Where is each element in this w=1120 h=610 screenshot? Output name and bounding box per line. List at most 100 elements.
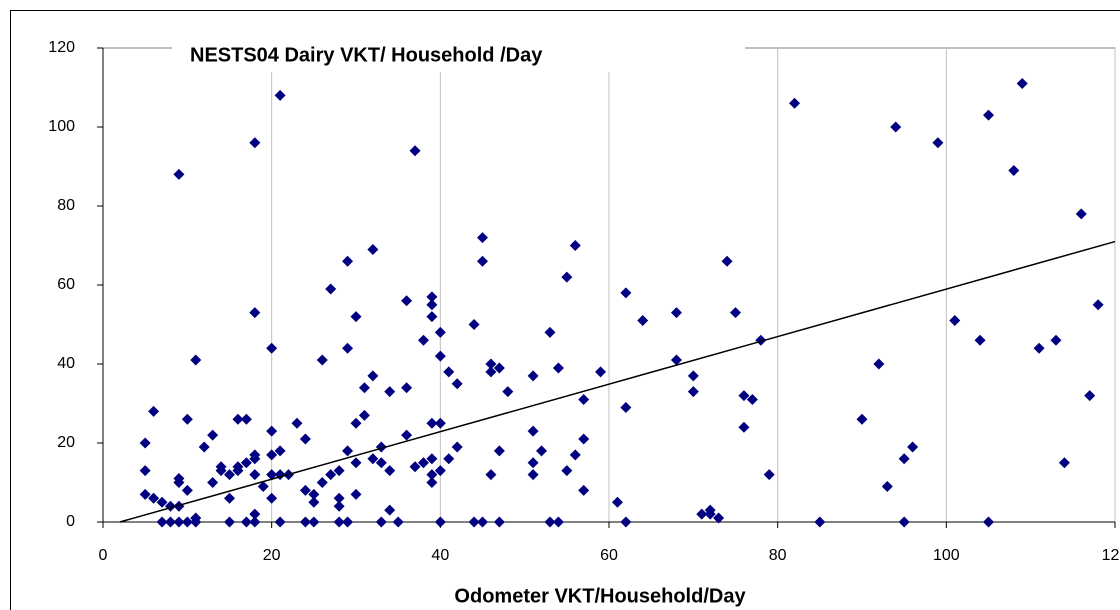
point [240,413,252,425]
point [713,512,725,524]
point [342,445,354,457]
point [375,457,387,469]
x-tick-label: 0 [99,547,108,564]
point [578,484,590,496]
point [299,433,311,445]
point [173,477,185,488]
point [468,516,480,528]
point [721,255,733,267]
point [392,516,404,528]
point [468,319,480,330]
point [333,492,345,504]
point [1016,78,1028,90]
point [789,97,801,109]
point [477,516,488,528]
point [561,465,573,477]
point [249,508,261,520]
point [164,516,176,528]
point [426,417,438,429]
point [1058,457,1070,469]
point [949,315,961,327]
point [308,488,320,500]
point [308,516,320,528]
point [384,465,396,477]
y-tick-label: 0 [66,513,75,530]
point [401,429,413,441]
point [426,453,438,465]
point [232,413,244,425]
point [620,401,632,413]
point [426,311,438,323]
point [417,457,429,469]
point [1050,334,1062,346]
point [670,307,682,319]
point [207,429,219,441]
point [299,516,311,528]
point [342,255,354,267]
point [898,516,910,528]
point [544,516,556,528]
point [417,334,429,346]
point [1075,208,1087,220]
point [552,362,564,374]
point [1084,390,1096,402]
point [224,516,235,528]
point [983,516,994,528]
point [291,417,303,429]
chart-title: NESTS04 Dairy VKT/ Household /Day [190,44,543,66]
point [738,390,750,402]
trendline [119,240,1116,523]
point [620,516,632,528]
point [426,291,438,303]
point [266,342,278,354]
point [620,287,632,299]
point [873,358,885,370]
point [426,299,438,311]
point [350,457,362,469]
point [384,386,396,398]
x-tick-label: 60 [600,547,618,564]
point [670,354,682,366]
point [190,516,202,528]
point [308,496,320,508]
point [249,469,261,481]
point [578,394,590,406]
title-box [172,36,745,72]
point [814,516,826,528]
point [755,334,767,346]
point [375,516,387,528]
point [493,445,505,457]
point [266,425,278,437]
point [367,243,379,255]
point [257,480,269,492]
point [907,441,919,453]
y-tick-label: 60 [57,276,75,293]
point [434,326,446,338]
point [249,449,261,461]
point [173,168,185,180]
point [485,469,497,481]
point [536,445,548,457]
point [493,516,505,528]
point [611,496,623,508]
point [485,366,497,378]
point [983,109,994,121]
y-tick-label: 100 [48,118,75,135]
point [350,417,362,429]
x-tick-label: 120 [1102,547,1120,564]
point [1092,299,1104,311]
point [477,232,488,244]
point [687,386,699,398]
y-tick-label: 20 [57,434,75,451]
point [358,409,370,421]
point [156,496,168,508]
point [316,477,328,488]
point [198,441,210,453]
point [333,516,345,528]
point [443,366,455,378]
point [502,386,514,398]
point [561,271,573,283]
point [358,382,370,394]
point [249,516,261,528]
point [687,370,699,382]
